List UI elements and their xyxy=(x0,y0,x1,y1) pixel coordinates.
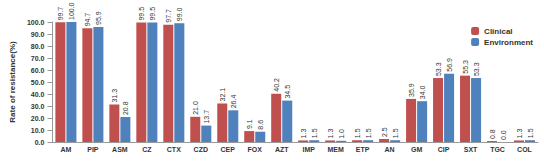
svg-text:ASM: ASM xyxy=(112,146,128,153)
svg-text:53.3: 53.3 xyxy=(435,62,442,76)
svg-text:55.3: 55.3 xyxy=(462,60,469,74)
svg-text:99.5: 99.5 xyxy=(149,7,156,21)
svg-text:35.9: 35.9 xyxy=(408,83,415,97)
svg-text:70.0: 70.0 xyxy=(31,55,45,62)
svg-text:31.3: 31.3 xyxy=(111,89,118,103)
svg-text:20.8: 20.8 xyxy=(122,101,129,115)
svg-text:AN: AN xyxy=(385,146,395,153)
svg-text:8.6: 8.6 xyxy=(257,120,264,130)
svg-text:97.7: 97.7 xyxy=(165,9,172,23)
svg-text:32.1: 32.1 xyxy=(219,88,226,102)
svg-text:IMP: IMP xyxy=(302,146,315,153)
svg-text:26.4: 26.4 xyxy=(230,95,237,109)
svg-text:CEP: CEP xyxy=(221,146,236,153)
svg-text:94.7: 94.7 xyxy=(84,13,91,27)
svg-text:1.3: 1.3 xyxy=(327,129,334,139)
svg-text:1.3: 1.3 xyxy=(516,129,523,139)
svg-text:1.3: 1.3 xyxy=(300,129,307,139)
svg-text:1.0: 1.0 xyxy=(338,129,345,139)
svg-text:100.0: 100.0 xyxy=(68,2,75,20)
svg-text:30.0: 30.0 xyxy=(31,103,45,110)
svg-text:95.9: 95.9 xyxy=(95,11,102,25)
svg-text:99.5: 99.5 xyxy=(138,7,145,21)
svg-text:Clinical: Clinical xyxy=(484,27,512,36)
svg-text:34.0: 34.0 xyxy=(419,85,426,99)
svg-text:0.0: 0.0 xyxy=(500,130,507,140)
svg-text:1.5: 1.5 xyxy=(392,128,399,138)
svg-text:1.5: 1.5 xyxy=(354,128,361,138)
svg-text:MEM: MEM xyxy=(328,146,345,153)
svg-text:AZT: AZT xyxy=(275,146,289,153)
svg-text:53.3: 53.3 xyxy=(473,62,480,76)
svg-text:1.5: 1.5 xyxy=(311,128,318,138)
svg-text:13.7: 13.7 xyxy=(203,110,210,124)
svg-text:ETP: ETP xyxy=(356,146,370,153)
svg-text:99.7: 99.7 xyxy=(57,7,64,21)
svg-text:80.0: 80.0 xyxy=(31,43,45,50)
svg-text:CZ: CZ xyxy=(142,146,152,153)
svg-text:0.8: 0.8 xyxy=(489,129,496,139)
svg-text:100.0: 100.0 xyxy=(27,19,45,26)
svg-text:56.9: 56.9 xyxy=(446,58,453,72)
svg-text:99.0: 99.0 xyxy=(176,7,183,21)
svg-text:34.5: 34.5 xyxy=(284,85,291,99)
svg-text:10.0: 10.0 xyxy=(31,127,45,134)
svg-text:2.5: 2.5 xyxy=(381,127,388,137)
svg-text:CTX: CTX xyxy=(167,146,181,153)
svg-text:50.0: 50.0 xyxy=(31,79,45,86)
svg-text:PIP: PIP xyxy=(87,146,99,153)
svg-text:CIP: CIP xyxy=(438,146,450,153)
svg-text:SXT: SXT xyxy=(464,146,478,153)
svg-text:CZD: CZD xyxy=(194,146,208,153)
svg-text:0.0: 0.0 xyxy=(35,139,45,146)
svg-text:FOX: FOX xyxy=(248,146,263,153)
svg-text:AM: AM xyxy=(60,146,71,153)
svg-text:GM: GM xyxy=(411,146,422,153)
svg-text:COL: COL xyxy=(517,146,533,153)
svg-text:TGC: TGC xyxy=(490,146,505,153)
svg-text:Rate of resistance(%): Rate of resistance(%) xyxy=(8,41,17,123)
svg-text:9.1: 9.1 xyxy=(246,119,253,129)
svg-text:40.2: 40.2 xyxy=(273,78,280,92)
svg-text:20.0: 20.0 xyxy=(31,115,45,122)
svg-text:90.0: 90.0 xyxy=(31,31,45,38)
svg-text:60.0: 60.0 xyxy=(31,67,45,74)
svg-text:Environment: Environment xyxy=(484,38,533,47)
svg-text:40.0: 40.0 xyxy=(31,91,45,98)
svg-text:1.5: 1.5 xyxy=(527,128,534,138)
svg-text:1.5: 1.5 xyxy=(365,128,372,138)
svg-text:21.0: 21.0 xyxy=(192,101,199,115)
